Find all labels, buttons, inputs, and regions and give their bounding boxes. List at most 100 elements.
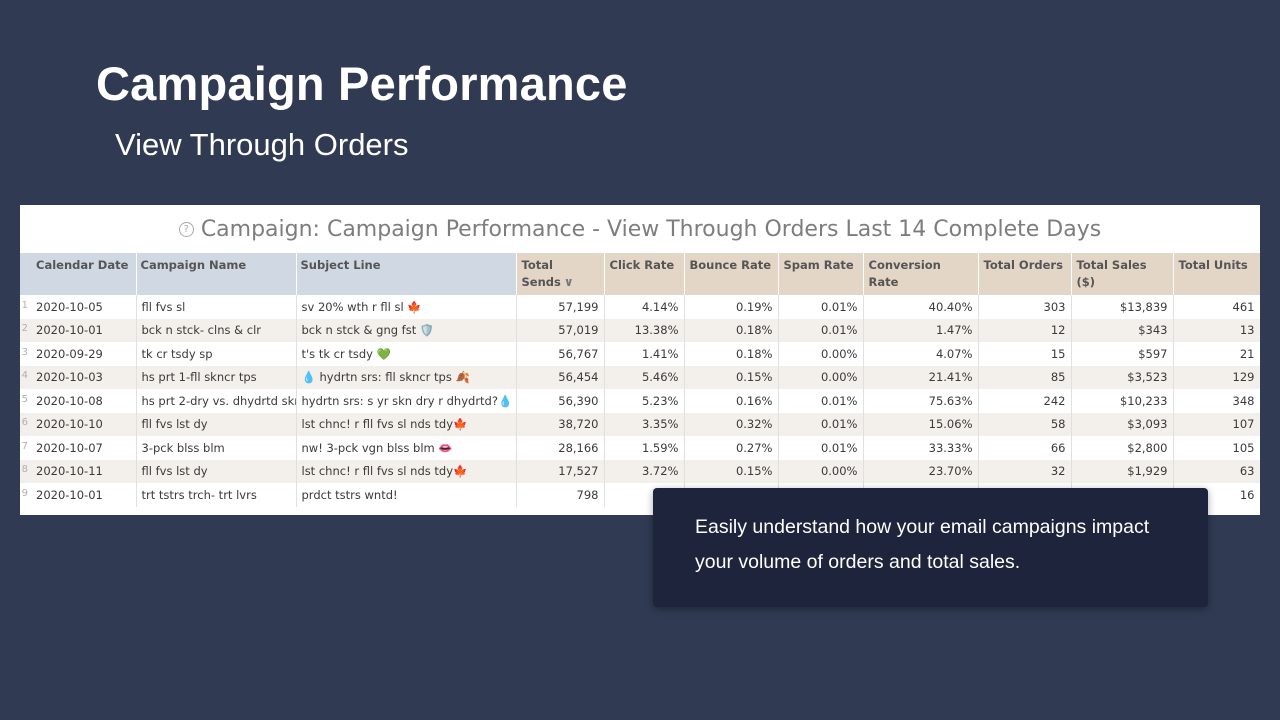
cell-conv: 33.33% — [863, 436, 979, 460]
cell-name: hs prt 1-fll skncr tps — [136, 365, 297, 389]
cell-sends: 56,454 — [516, 365, 605, 389]
cell-bounce: 0.18% — [684, 342, 779, 366]
table-row[interactable]: 2 2020-10-01 bck n stck- clns & clr bck n s… — [20, 318, 1260, 342]
row-number: 6 — [21, 417, 28, 429]
cell-units: 461 — [1173, 295, 1260, 319]
cell-sends: 17,527 — [516, 459, 605, 483]
row-number: 3 — [21, 346, 28, 358]
cell-units: 129 — [1173, 365, 1260, 389]
column-header[interactable]: Spam Rate — [778, 253, 864, 295]
cell-spam: 0.00% — [778, 459, 864, 483]
panel-title: ? Campaign: Campaign Performance - View … — [20, 205, 1260, 253]
column-header[interactable]: Subject Line — [296, 253, 517, 295]
cell-orders: 12 — [978, 318, 1072, 342]
row-number: 7 — [21, 440, 28, 452]
column-header[interactable]: Calendar Date — [20, 253, 137, 295]
cell-conv: 75.63% — [863, 389, 979, 413]
cell-bounce: 0.32% — [684, 412, 779, 436]
cell-conv: 23.70% — [863, 459, 979, 483]
chevron-down-icon[interactable]: ∨ — [563, 275, 574, 289]
table-row[interactable]: 4 2020-10-03 hs prt 1-fll skncr tps 💧 hydrt… — [20, 365, 1260, 389]
cell-subject: 💧 hydrtn srs: fll skncr tps 🍂 — [296, 365, 517, 389]
cell-orders: 242 — [978, 389, 1072, 413]
cell-bounce: 0.15% — [684, 459, 779, 483]
column-header[interactable]: Total Sales ($) — [1071, 253, 1174, 295]
cell-spam: 0.01% — [778, 412, 864, 436]
cell-spam: 0.01% — [778, 389, 864, 413]
cell-date: 1 2020-10-05 — [20, 295, 137, 319]
cell-spam: 0.01% — [778, 436, 864, 460]
cell-click: 1.59% — [604, 436, 685, 460]
cell-subject: sv 20% wth r fll sl 🍁 — [296, 295, 517, 319]
cell-date: 9 2020-10-01 — [20, 483, 137, 507]
slide-title: Campaign Performance — [96, 57, 628, 110]
row-number: 2 — [21, 323, 28, 335]
cell-name: trt tstrs trch- trt lvrs — [136, 483, 297, 507]
cell-date: 7 2020-10-07 — [20, 436, 137, 460]
table-row[interactable]: 3 2020-09-29 tk cr tsdy sp t's tk cr tsdy 💚… — [20, 342, 1260, 366]
cell-click: 4.14% — [604, 295, 685, 319]
campaign-table: Calendar Date Campaign Name Subject Line To… — [20, 253, 1260, 507]
cell-date: 2 2020-10-01 — [20, 318, 137, 342]
cell-sends: 28,166 — [516, 436, 605, 460]
cell-subject: prdct tstrs wntd! — [296, 483, 517, 507]
cell-conv: 15.06% — [863, 412, 979, 436]
report-panel: ? Campaign: Campaign Performance - View … — [20, 205, 1260, 515]
cell-spam: 0.00% — [778, 365, 864, 389]
row-number: 9 — [21, 487, 28, 499]
cell-subject: nw! 3-pck vgn blss blm 👄 — [296, 436, 517, 460]
cell-sales: $343 — [1071, 318, 1174, 342]
table-row[interactable]: 1 2020-10-05 fll fvs sl sv 20% wth r fll sl… — [20, 295, 1260, 319]
cell-subject: hydrtn srs: s yr skn dry r dhydrtd?💧 — [296, 389, 517, 413]
table-row[interactable]: 8 2020-10-11 fll fvs lst dy lst chnc! r fll… — [20, 459, 1260, 483]
cell-date: 4 2020-10-03 — [20, 365, 137, 389]
column-header[interactable]: Click Rate — [604, 253, 685, 295]
cell-sends: 56,767 — [516, 342, 605, 366]
cell-subject: t's tk cr tsdy 💚 — [296, 342, 517, 366]
cell-date: 8 2020-10-11 — [20, 459, 137, 483]
cell-units: 105 — [1173, 436, 1260, 460]
cell-date: 6 2020-10-10 — [20, 412, 137, 436]
cell-orders: 15 — [978, 342, 1072, 366]
cell-spam: 0.01% — [778, 318, 864, 342]
cell-name: fll fvs sl — [136, 295, 297, 319]
column-header[interactable]: Bounce Rate — [684, 253, 779, 295]
cell-click: 5.23% — [604, 389, 685, 413]
cell-sends: 56,390 — [516, 389, 605, 413]
question-circle-icon[interactable]: ? — [178, 221, 194, 237]
cell-click: 13.38% — [604, 318, 685, 342]
table-header-row: Calendar Date Campaign Name Subject Line To… — [20, 253, 1260, 295]
callout-box: Easily understand how your email campaig… — [653, 488, 1208, 607]
cell-orders: 303 — [978, 295, 1072, 319]
cell-subject: lst chnc! r fll fvs sl nds tdy🍁 — [296, 412, 517, 436]
column-header[interactable]: Total Orders — [978, 253, 1072, 295]
cell-units: 107 — [1173, 412, 1260, 436]
cell-sales: $13,839 — [1071, 295, 1174, 319]
cell-click: 3.72% — [604, 459, 685, 483]
cell-sends: 57,019 — [516, 318, 605, 342]
cell-name: tk cr tsdy sp — [136, 342, 297, 366]
cell-bounce: 0.19% — [684, 295, 779, 319]
cell-bounce: 0.18% — [684, 318, 779, 342]
callout-text: Easily understand how your email campaig… — [695, 516, 1150, 573]
cell-click: 3.35% — [604, 412, 685, 436]
cell-name: 3-pck blss blm — [136, 436, 297, 460]
column-header[interactable]: Conversion Rate — [863, 253, 979, 295]
table-row[interactable]: 5 2020-10-08 hs prt 2-dry vs. dhydrtd skn h… — [20, 389, 1260, 413]
cell-click: 1.41% — [604, 342, 685, 366]
cell-conv: 1.47% — [863, 318, 979, 342]
column-header[interactable]: Total Units — [1173, 253, 1260, 295]
cell-conv: 21.41% — [863, 365, 979, 389]
slide-subtitle: View Through Orders — [115, 127, 409, 162]
cell-orders: 66 — [978, 436, 1072, 460]
cell-sales: $3,523 — [1071, 365, 1174, 389]
cell-name: fll fvs lst dy — [136, 412, 297, 436]
cell-bounce: 0.15% — [684, 365, 779, 389]
cell-units: 348 — [1173, 389, 1260, 413]
table-row[interactable]: 6 2020-10-10 fll fvs lst dy lst chnc! r fll… — [20, 412, 1260, 436]
column-header[interactable]: Campaign Name — [136, 253, 297, 295]
table-row[interactable]: 7 2020-10-07 3-pck blss blm nw! 3-pck vgn b… — [20, 436, 1260, 460]
column-header[interactable]: Total Sends ∨ — [516, 253, 605, 295]
cell-name: hs prt 2-dry vs. dhydrtd skn — [136, 389, 297, 413]
